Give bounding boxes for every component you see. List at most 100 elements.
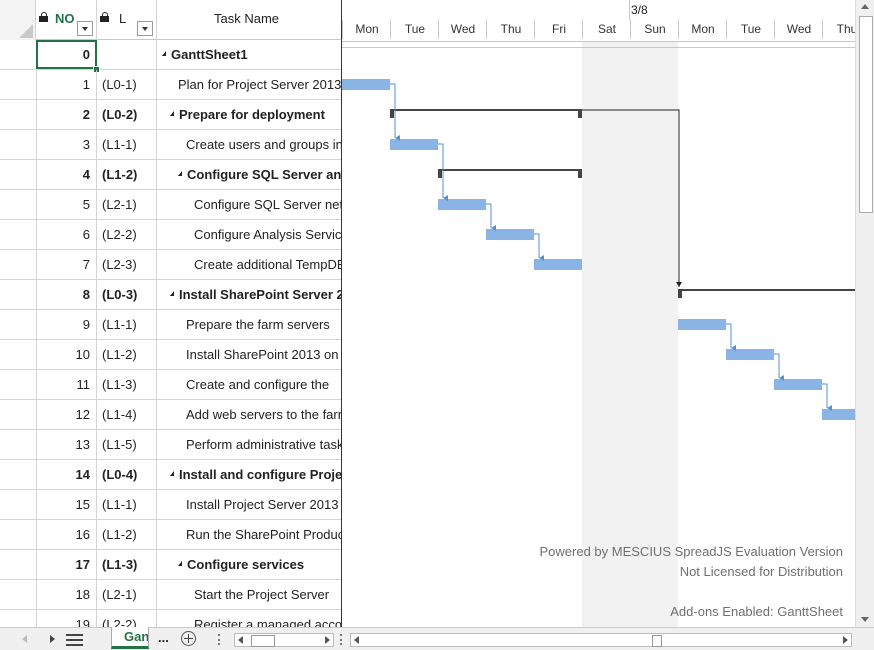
tabstrip-splitter-icon[interactable]	[218, 634, 222, 645]
row-header[interactable]	[0, 520, 37, 549]
cell-task-name[interactable]: Install and configure Project	[157, 460, 341, 489]
row-header[interactable]	[0, 580, 37, 609]
cell-task-name[interactable]: Register a managed account	[157, 610, 341, 627]
table-row[interactable]: 15 (L1-1) Install Project Server 2013	[0, 490, 341, 520]
cell-no[interactable]: 17	[36, 550, 97, 579]
table-row[interactable]: 19(L2-2) Register a managed account	[0, 610, 341, 627]
cell-task-name[interactable]: Create additional TempDB	[157, 250, 341, 279]
cell-task-name[interactable]: Configure services	[157, 550, 341, 579]
cell-task-name[interactable]: Configure SQL Server network	[157, 190, 341, 219]
row-header[interactable]	[0, 310, 37, 339]
cell-no[interactable]: 6	[36, 220, 97, 249]
table-row[interactable]: 16 (L1-2) Run the SharePoint Products	[0, 520, 341, 550]
task-bar[interactable]	[678, 319, 726, 330]
cell-level[interactable]: (L1-3)	[97, 370, 157, 399]
cell-no[interactable]: 1	[36, 70, 97, 99]
gantt-chart[interactable]: 3/8 MonTueWedThuFriSatSunMonTueWedThu Po…	[341, 0, 855, 627]
cell-no[interactable]: 9	[36, 310, 97, 339]
cell-no[interactable]: 10	[36, 340, 97, 369]
grid-scroll-right-icon[interactable]	[325, 636, 330, 644]
row-header[interactable]	[0, 430, 37, 459]
chart-horizontal-thumb[interactable]	[652, 635, 662, 647]
collapse-icon[interactable]	[170, 111, 174, 117]
cell-no[interactable]: 12	[36, 400, 97, 429]
cell-no[interactable]: 0	[36, 40, 97, 69]
row-header[interactable]	[0, 250, 37, 279]
cell-task-name[interactable]: Create and configure the	[157, 370, 341, 399]
task-bar[interactable]	[534, 259, 582, 270]
cell-task-name[interactable]: Create users and groups in	[157, 130, 341, 159]
scroll-up-icon[interactable]	[861, 4, 869, 9]
pane-splitter-icon[interactable]	[340, 634, 344, 645]
table-row[interactable]: 0 GanttSheet1	[0, 40, 341, 73]
cell-no[interactable]: 4	[36, 160, 97, 189]
vertical-scrollbar[interactable]	[855, 0, 874, 627]
cell-level[interactable]: (L1-1)	[97, 310, 157, 339]
table-row[interactable]: 18 (L2-1) Start the Project Server	[0, 580, 341, 610]
column-header-no[interactable]: NO	[36, 0, 97, 40]
cell-level[interactable]: (L2-3)	[97, 250, 157, 279]
cell-level[interactable]: (L1-2)	[97, 340, 157, 369]
add-sheet-icon[interactable]	[181, 631, 196, 646]
cell-no[interactable]: 18	[36, 580, 97, 609]
cell-level[interactable]: (L2-1)	[97, 190, 157, 219]
vertical-scroll-thumb[interactable]	[859, 16, 873, 213]
row-header[interactable]	[0, 610, 37, 627]
grid-scroll-left-icon[interactable]	[238, 636, 243, 644]
cell-task-name[interactable]: Prepare the farm servers	[157, 310, 341, 339]
row-header[interactable]	[0, 220, 37, 249]
chart-horizontal-scrollbar[interactable]	[350, 633, 852, 647]
grid-horizontal-scrollbar[interactable]	[234, 633, 334, 647]
cell-no[interactable]: 2	[36, 100, 97, 129]
table-row[interactable]: 12 (L1-4) Add web servers to the farm	[0, 400, 341, 430]
row-header[interactable]	[0, 280, 37, 309]
cell-level[interactable]: (L1-1)	[97, 490, 157, 519]
table-row[interactable]: 14 (L0-4) Install and configure Project	[0, 460, 341, 490]
task-bar[interactable]	[342, 79, 390, 90]
cell-task-name[interactable]: Install SharePoint Server 2013	[157, 280, 341, 309]
chart-scroll-left-icon[interactable]	[354, 636, 359, 644]
cell-level[interactable]: (L1-2)	[97, 160, 157, 189]
cell-level[interactable]	[97, 40, 157, 69]
collapse-icon[interactable]	[170, 291, 174, 297]
cell-level[interactable]: (L0-4)	[97, 460, 157, 489]
grid-horizontal-thumb[interactable]	[251, 635, 275, 647]
table-row[interactable]: 13 (L1-5) Perform administrative tasks	[0, 430, 341, 460]
cell-task-name[interactable]: Install SharePoint 2013 on	[157, 340, 341, 369]
no-filter-dropdown-icon[interactable]	[77, 21, 93, 36]
scroll-down-icon[interactable]	[861, 617, 869, 622]
cell-level[interactable]: (L0-2)	[97, 100, 157, 129]
cell-no[interactable]: 13	[36, 430, 97, 459]
next-sheet-icon[interactable]	[50, 635, 55, 643]
cell-no[interactable]: 8	[36, 280, 97, 309]
cell-level[interactable]: (L0-1)	[97, 70, 157, 99]
task-bar[interactable]	[486, 229, 534, 240]
level-filter-dropdown-icon[interactable]	[137, 21, 153, 36]
table-row[interactable]: 10 (L1-2) Install SharePoint 2013 on	[0, 340, 341, 370]
more-sheets-button[interactable]: ...	[158, 630, 169, 645]
cell-level[interactable]: (L1-5)	[97, 430, 157, 459]
cell-no[interactable]: 11	[36, 370, 97, 399]
row-header[interactable]	[0, 190, 37, 219]
sheet-tab-gantt[interactable]: Gan	[111, 627, 149, 649]
table-row[interactable]: 1 (L0-1) Plan for Project Server 2013	[0, 70, 341, 100]
row-header[interactable]	[0, 70, 37, 99]
table-row[interactable]: 7 (L2-3) Create additional TempDB	[0, 250, 341, 280]
table-row[interactable]: 2 (L0-2) Prepare for deployment	[0, 100, 341, 130]
cell-level[interactable]: (L1-2)	[97, 520, 157, 549]
task-bar[interactable]	[438, 199, 486, 210]
row-header[interactable]	[0, 400, 37, 429]
task-bar[interactable]	[390, 139, 438, 150]
row-header[interactable]	[0, 100, 37, 129]
table-row[interactable]: 4 (L1-2) Configure SQL Server and	[0, 160, 341, 190]
collapse-icon[interactable]	[162, 51, 166, 57]
cell-no[interactable]: 19	[36, 610, 97, 627]
table-row[interactable]: 5(L2-1) Configure SQL Server network	[0, 190, 341, 220]
cell-no[interactable]: 14	[36, 460, 97, 489]
cell-task-name[interactable]: Run the SharePoint Products	[157, 520, 341, 549]
row-header[interactable]	[0, 130, 37, 159]
cell-task-name[interactable]: Configure SQL Server and	[157, 160, 341, 189]
task-bar[interactable]	[774, 379, 822, 390]
cell-no[interactable]: 16	[36, 520, 97, 549]
table-row[interactable]: 3 (L1-1) Create users and groups in	[0, 130, 341, 160]
